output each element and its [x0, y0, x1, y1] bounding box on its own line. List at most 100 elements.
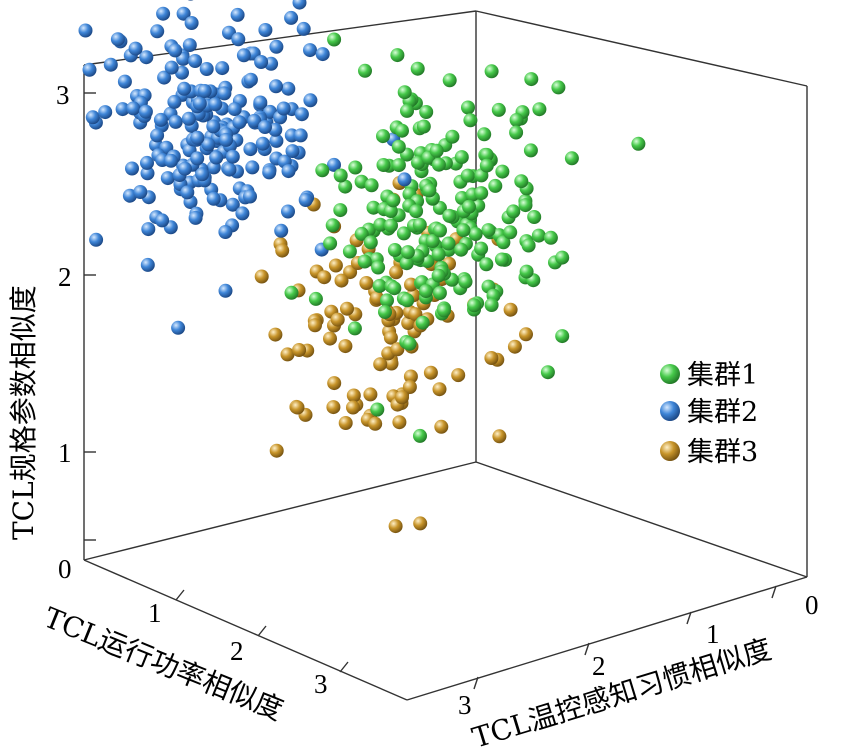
x-tick-label-1: 1: [148, 598, 162, 628]
frame-top-right: [475, 10, 808, 87]
point-cluster2-50: [243, 142, 258, 157]
frame-floor-back-left: [83, 461, 477, 561]
point-cluster1-51: [445, 129, 460, 144]
point-cluster1-79: [387, 243, 402, 257]
point-cluster1-9: [431, 157, 446, 172]
point-cluster1-184: [474, 241, 489, 256]
point-cluster2-170: [292, 0, 307, 10]
point-cluster1-133: [410, 61, 425, 76]
point-cluster2-179: [85, 110, 100, 125]
point-cluster2-116: [192, 96, 207, 111]
point-cluster2-56: [155, 213, 170, 228]
point-cluster2-196: [247, 113, 262, 128]
point-cluster1-107: [400, 293, 415, 308]
point-cluster1-155: [463, 113, 478, 128]
legend-item-cluster2: 集群2: [660, 397, 758, 428]
y-tick-label-1: 1: [706, 619, 720, 649]
point-cluster2-173: [236, 48, 251, 63]
point-cluster1-171: [527, 210, 542, 224]
legend-marker-cluster3: [660, 441, 680, 461]
point-cluster2-77: [139, 50, 154, 65]
point-cluster1-106: [555, 329, 570, 344]
point-cluster2-107: [225, 149, 240, 164]
point-cluster1-126: [564, 151, 579, 166]
frame-floor-front-right: [406, 576, 808, 701]
point-cluster1-41: [325, 218, 340, 233]
point-cluster2-163: [98, 105, 113, 120]
point-cluster1-10: [354, 226, 369, 241]
point-cluster1-144: [411, 155, 425, 170]
point-cluster1-208: [333, 168, 348, 183]
point-cluster1-121: [484, 298, 499, 312]
point-cluster1-17: [348, 160, 363, 175]
point-cluster2-145: [222, 162, 237, 177]
point-cluster1-16: [479, 257, 494, 272]
point-cluster1-174: [308, 291, 323, 306]
point-cluster2-188: [218, 283, 233, 298]
point-cluster3-99: [383, 330, 398, 345]
point-cluster1-161: [437, 303, 451, 318]
point-cluster2-189: [243, 72, 258, 87]
point-cluster1-83: [371, 260, 386, 275]
point-cluster2-16: [294, 107, 309, 122]
point-cluster3-59: [328, 258, 343, 273]
point-cluster2-2: [218, 225, 233, 239]
legend-item-cluster3: 集群3: [660, 437, 758, 468]
x-tick-mark-2: [257, 625, 267, 637]
point-cluster2-164: [269, 133, 284, 148]
point-cluster2-64: [140, 166, 155, 181]
point-cluster3-3: [423, 365, 438, 380]
point-cluster1-136: [462, 199, 476, 214]
point-cluster2-48: [190, 151, 205, 166]
point-cluster3-5: [326, 400, 341, 415]
point-cluster3-58: [388, 519, 403, 534]
point-cluster2-60: [235, 206, 250, 221]
point-cluster2-7: [184, 16, 199, 30]
point-cluster1-43: [419, 105, 434, 119]
point-cluster2-193: [269, 79, 283, 94]
point-cluster1-84: [315, 163, 330, 178]
point-cluster2-80: [276, 101, 291, 116]
point-cluster1-37: [342, 244, 357, 259]
z-tick-label-2: 2: [58, 262, 72, 292]
point-cluster2-142: [298, 193, 313, 207]
point-cluster1-75: [323, 236, 338, 251]
point-cluster1-209: [370, 402, 385, 417]
point-cluster1-158: [284, 285, 299, 300]
point-cluster1-20: [347, 321, 362, 336]
point-cluster2-99: [150, 128, 165, 143]
point-cluster2-137: [254, 55, 269, 69]
point-cluster2-190: [231, 32, 246, 47]
z-tick-label-0: 0: [58, 554, 72, 584]
point-cluster2-177: [206, 119, 221, 134]
point-cluster2-205: [164, 153, 178, 168]
point-cluster2-93: [245, 160, 260, 175]
point-cluster1-177: [391, 158, 406, 173]
point-cluster1-197: [532, 102, 547, 117]
y-tick-label-0: 0: [805, 590, 819, 620]
point-cluster2-143: [168, 114, 183, 129]
point-cluster2-158: [255, 136, 270, 151]
point-cluster3-61: [434, 419, 449, 434]
point-cluster2-28: [293, 128, 308, 143]
point-cluster2-69: [303, 93, 318, 108]
point-cluster1-181: [400, 245, 415, 260]
point-cluster1-168: [454, 242, 469, 257]
point-cluster3-4: [395, 390, 409, 405]
point-cluster2-8: [209, 150, 224, 165]
point-cluster1-45: [333, 203, 348, 218]
point-cluster1-205: [442, 73, 457, 88]
point-cluster2-27: [206, 191, 221, 206]
point-cluster1-137: [503, 225, 518, 240]
point-cluster2-25: [181, 111, 196, 126]
point-cluster3-87: [389, 265, 404, 280]
point-cluster1-113: [458, 274, 473, 289]
point-cluster1-203: [366, 200, 381, 215]
point-cluster2-47: [195, 167, 210, 182]
y-axis-label: TCL温控感知习惯相似度: [468, 632, 775, 754]
point-cluster3-13: [392, 415, 407, 430]
point-cluster1-91: [338, 179, 353, 194]
point-cluster3-101: [269, 443, 284, 458]
point-cluster2-53: [199, 62, 214, 76]
